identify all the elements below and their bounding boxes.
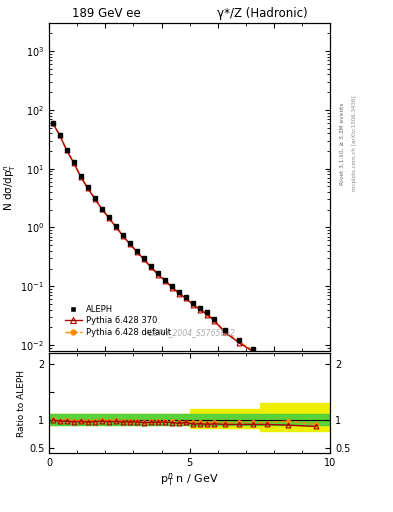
Text: ALEPH_2004_S5765862: ALEPH_2004_S5765862: [144, 329, 235, 337]
Y-axis label: N dσ/dp$_\mathrm{T}^n$: N dσ/dp$_\mathrm{T}^n$: [2, 163, 18, 210]
X-axis label: p$_\mathrm{T}^n$ n / GeV: p$_\mathrm{T}^n$ n / GeV: [160, 471, 219, 488]
Text: Rivet 3.1.10, ≥ 3.3M events: Rivet 3.1.10, ≥ 3.3M events: [340, 102, 345, 185]
Text: 189 GeV ee: 189 GeV ee: [72, 7, 140, 20]
Legend: ALEPH, Pythia 6.428 370, Pythia 6.428 default: ALEPH, Pythia 6.428 370, Pythia 6.428 de…: [62, 302, 174, 340]
Text: mcplots.cern.ch [arXiv:1306.3436]: mcplots.cern.ch [arXiv:1306.3436]: [352, 96, 357, 191]
Y-axis label: Ratio to ALEPH: Ratio to ALEPH: [17, 370, 26, 437]
Text: γ*/Z (Hadronic): γ*/Z (Hadronic): [217, 7, 308, 20]
